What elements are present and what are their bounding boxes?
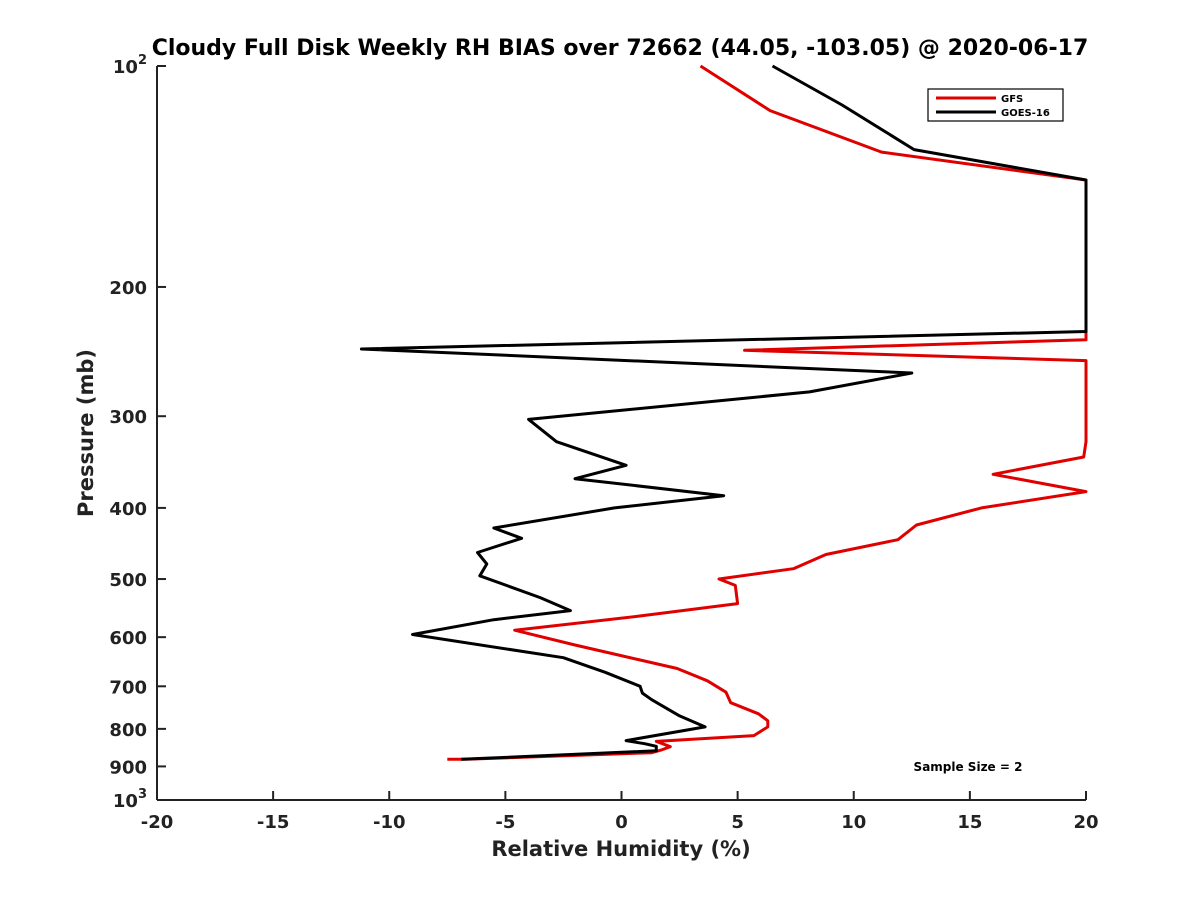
y-tick-label: 500 xyxy=(109,570,147,591)
legend-box xyxy=(927,88,1064,122)
x-tick-label: 10 xyxy=(841,812,866,833)
y-tick-label: 103 xyxy=(113,787,147,812)
x-tick-label: 20 xyxy=(1073,812,1098,833)
y-tick-label: 400 xyxy=(109,499,147,520)
y-tick-label: 300 xyxy=(109,407,147,428)
sample-size-annotation: Sample Size = 2 xyxy=(914,760,1023,774)
series-lines xyxy=(359,64,1088,761)
x-tick-label: -15 xyxy=(257,812,290,833)
y-axis: 102 200 300 400 500 600 700 800 900 103 xyxy=(109,53,166,812)
series-line-gfs xyxy=(447,64,1088,761)
y-tick-label: 900 xyxy=(109,757,147,778)
x-tick-label: 5 xyxy=(731,812,744,833)
legend-label-gfs: GFS xyxy=(1001,94,1023,105)
x-tick-label: 15 xyxy=(957,812,982,833)
plot-axes xyxy=(156,66,1086,801)
x-tick-label: 0 xyxy=(615,812,628,833)
x-tick-label: -5 xyxy=(495,812,515,833)
x-axis: -20 -15 -10 -5 0 5 10 15 20 xyxy=(141,791,1099,833)
x-tick-label: -10 xyxy=(373,812,406,833)
y-tick-label: 200 xyxy=(109,278,147,299)
y-tick-label: 800 xyxy=(109,720,147,741)
y-tick-label: 700 xyxy=(109,677,147,698)
series-line-goes-16 xyxy=(359,64,1088,761)
y-tick-label: 600 xyxy=(109,628,147,649)
legend-label-goes-16: GOES-16 xyxy=(1001,108,1050,119)
chart-title: Cloudy Full Disk Weekly RH BIAS over 726… xyxy=(152,36,1089,61)
x-tick-label: -20 xyxy=(141,812,174,833)
y-axis-label: Pressure (mb) xyxy=(74,349,98,517)
x-axis-label: Relative Humidity (%) xyxy=(491,837,750,861)
y-tick-label: 102 xyxy=(113,53,147,78)
legend: GFS GOES-16 xyxy=(927,88,1064,122)
